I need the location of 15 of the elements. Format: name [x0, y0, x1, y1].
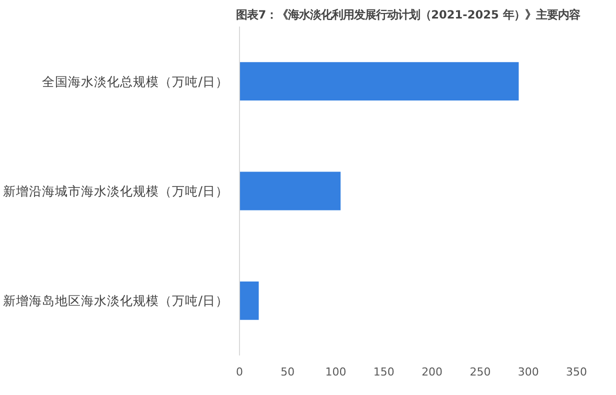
- x-tick-label: 100: [325, 366, 346, 378]
- x-tick-label: 350: [566, 366, 587, 378]
- x-tick-label: 200: [422, 366, 443, 378]
- y-tick-label: 新增海岛地区海水淡化规模（万吨/日）: [3, 293, 228, 308]
- x-tick-label: 0: [236, 366, 243, 378]
- x-tick-label: 50: [280, 366, 295, 378]
- x-tick-label: 300: [518, 366, 539, 378]
- bar: [240, 62, 519, 101]
- bar: [240, 172, 341, 210]
- x-tick-label: 150: [373, 366, 394, 378]
- x-tick-label: 250: [470, 366, 491, 378]
- y-tick-label: 新增沿海城市海水淡化规模（万吨/日）: [3, 184, 228, 198]
- y-tick-label: 全国海水淡化总规模（万吨/日）: [42, 74, 228, 89]
- chart-title: 图表7：《海水淡化利用发展行动计划（2021-2025 年）》主要内容: [236, 8, 581, 22]
- bar: [240, 281, 259, 320]
